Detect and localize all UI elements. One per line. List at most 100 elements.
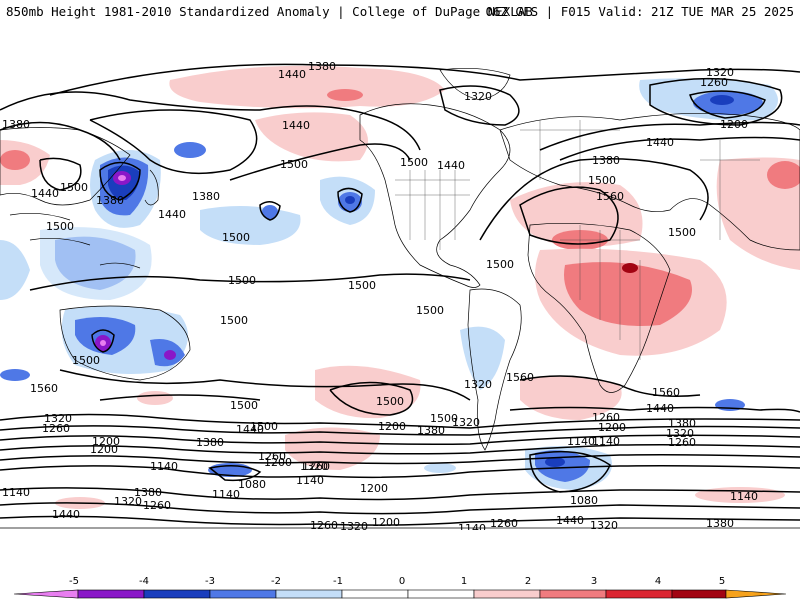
contour-label: 1380 <box>196 436 224 449</box>
contour-label: 1500 <box>416 304 444 317</box>
colorbar-seg-neg3 <box>143 589 211 599</box>
contour-label: 1380 <box>706 517 734 530</box>
colorbar-tick-label: 3 <box>591 576 597 587</box>
contour-label: 1440 <box>646 402 674 415</box>
contour-1380-south <box>0 425 800 436</box>
contour-label: 1440 <box>236 423 264 436</box>
contour-low-australia <box>91 329 115 353</box>
contour-1080-south-1 <box>208 465 262 482</box>
negative-anomaly-west-small <box>0 369 30 381</box>
contour-label: 1200 <box>360 482 388 495</box>
contour-label: 1320 <box>706 66 734 79</box>
contour-label: 1500 <box>220 314 248 327</box>
contour-1080-south-2 <box>529 450 611 493</box>
coast-eurasia <box>499 112 800 251</box>
colorbar-seg-zero-neg <box>341 589 409 599</box>
negative-anomaly-indian <box>0 240 30 300</box>
negative-anomaly-southern-ocean-3 <box>424 463 456 473</box>
contour-1500-tropics <box>29 273 471 291</box>
coast-asia-west <box>0 127 131 206</box>
contour-label: 1560 <box>596 190 624 203</box>
contour-label: 1140 <box>458 522 486 530</box>
contour-label: 1200 <box>598 421 626 434</box>
contour-labels: 1380 1440 1320 1260 1200 1320 1380 1440 … <box>2 60 758 530</box>
contour-label: 1260 <box>302 460 330 473</box>
contour-label: 1260 <box>668 436 696 449</box>
contour-1440-north <box>0 91 421 151</box>
colorbar-seg-zero-pos <box>407 589 475 599</box>
contour-label: 1320 <box>452 416 480 429</box>
contour-label: 1500 <box>376 395 404 408</box>
contour-1320-south <box>0 434 800 445</box>
contour-label: 1320 <box>464 378 492 391</box>
positive-anomaly-south-atlantic <box>520 376 622 420</box>
negative-anomaly-europe-core2 <box>710 95 734 105</box>
contour-label: 1500 <box>668 226 696 239</box>
contour-low-cpac <box>259 201 281 221</box>
coastlines <box>0 67 800 529</box>
colorbar-tick-label: 5 <box>719 576 725 587</box>
contour-1260-south <box>0 444 800 455</box>
colorbar: -5 -4 -3 -2 -1 0 1 2 3 4 5 <box>0 568 800 600</box>
colorbar-tick-label: 4 <box>655 576 661 587</box>
contour-low-east-asia <box>99 161 141 201</box>
contour-1500-satl <box>509 406 800 413</box>
positive-anomaly-africa-max <box>622 263 638 273</box>
contour-label: 1140 <box>730 490 758 503</box>
positive-anomaly-west-core <box>0 150 30 170</box>
height-contours <box>0 63 800 526</box>
colorbar-tick-label: -3 <box>205 576 215 587</box>
contour-label: 1320 <box>666 427 694 440</box>
contour-low-npac <box>337 187 363 213</box>
contour-label: 1320 <box>300 460 328 473</box>
contour-label: 1500 <box>486 258 514 271</box>
contour-1380-eurasia <box>539 121 800 151</box>
colorbar-arrow-right <box>725 589 787 599</box>
contour-label: 1260 <box>592 411 620 424</box>
contour-label: 1500 <box>72 354 100 367</box>
contour-label: 1260 <box>143 499 171 512</box>
map-title: 850mb Height 1981-2010 Standardized Anom… <box>6 4 533 19</box>
contour-1380-north <box>49 63 800 96</box>
negative-anomaly-maritime-light <box>40 227 152 300</box>
colorbar-svg: -5 -4 -3 -2 -1 0 1 2 3 4 5 <box>13 576 787 599</box>
contour-label: 1500 <box>60 181 88 194</box>
positive-anomaly-core-npac <box>327 89 363 101</box>
contour-1260-antarctic <box>0 515 800 526</box>
contour-label: 1440 <box>52 508 80 521</box>
colorbar-tick-label: -4 <box>139 576 149 587</box>
contour-1440-pacific <box>89 109 258 175</box>
contour-label: 1500 <box>400 156 428 169</box>
contour-label: 1200 <box>92 435 120 448</box>
contour-label: 1500 <box>348 279 376 292</box>
contour-label: 1080 <box>570 494 598 507</box>
colorbar-arrow-left <box>13 589 79 599</box>
positive-anomaly-south-pacific <box>315 365 421 419</box>
contour-label: 1440 <box>31 187 59 200</box>
coast-japan <box>144 169 159 206</box>
contour-1260-europe <box>649 77 783 126</box>
contour-label: 1380 <box>2 118 30 131</box>
contour-1200-antarctic <box>0 502 800 515</box>
contour-label: 1140 <box>592 435 620 448</box>
contour-label: 1500 <box>230 399 258 412</box>
colorbar-seg-pos1 <box>473 589 541 599</box>
contour-label: 1500 <box>430 412 458 425</box>
colorbar-tick-label: 0 <box>399 576 405 587</box>
contour-label: 1260 <box>258 450 286 463</box>
contour-label: 1140 <box>150 460 178 473</box>
contour-1500-south <box>59 369 471 401</box>
contour-label: 1140 <box>296 474 324 487</box>
contour-1440-south <box>0 413 800 429</box>
colorbar-seg-pos4 <box>671 589 727 599</box>
contour-label: 1200 <box>90 443 118 456</box>
contour-label: 1440 <box>437 159 465 172</box>
contour-label: 1500 <box>280 158 308 171</box>
positive-anomaly-north-pacific <box>169 65 445 109</box>
contour-label: 1380 <box>96 194 124 207</box>
coast-north-america <box>359 103 511 288</box>
contour-1560-satl <box>519 375 701 397</box>
contour-label: 1440 <box>282 119 310 132</box>
map-panel[interactable]: 1380 1440 1320 1260 1200 1320 1380 1440 … <box>0 40 800 530</box>
positive-anomaly-asia-core <box>767 161 800 189</box>
